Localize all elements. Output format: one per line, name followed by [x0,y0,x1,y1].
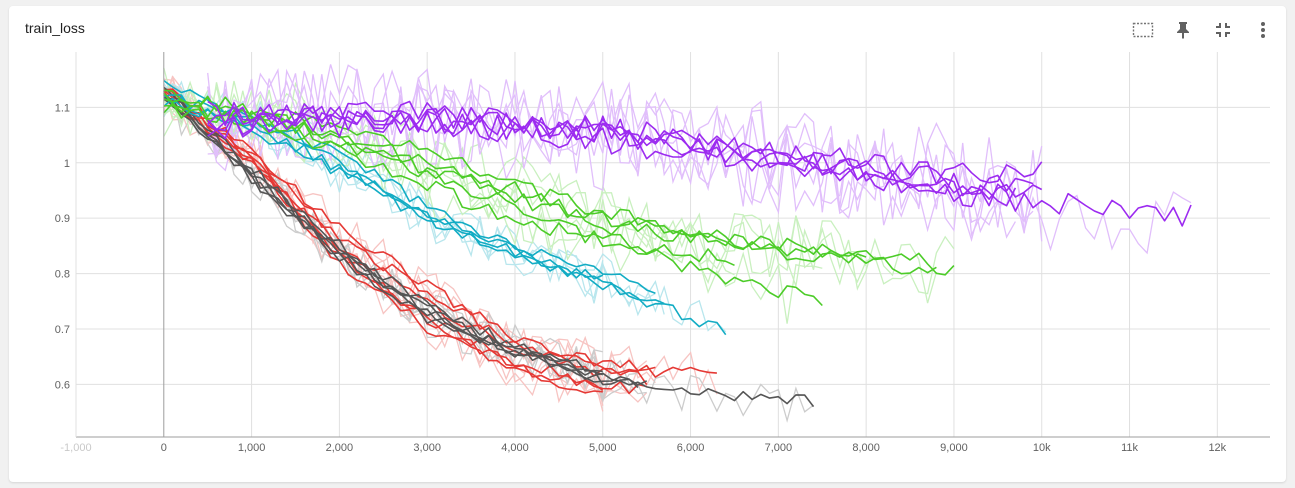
tick-labels: -1,000 0 1,000 2,000 3,000 4,000 5,000 6,000 7,0… [55,102,1227,454]
card-title: train_loss [25,20,85,36]
fullscreen-exit-icon[interactable] [1211,18,1235,42]
x-tick-label: 6,000 [677,442,705,454]
series-line [163,92,955,276]
x-tick-label: 4,000 [501,442,529,454]
series-raw-line [207,67,1016,239]
y-tick-label: 1 [64,158,70,170]
series-raw-line [163,75,656,384]
x-tick-label: 8,000 [852,442,880,454]
series-line [163,95,603,373]
series-raw-line [207,68,1034,222]
fit-domain-icon[interactable] [1131,18,1155,42]
series-line [207,100,1043,185]
x-tick-label: 9,000 [940,442,968,454]
x-tick-label: 1,000 [238,442,266,454]
x-tick-label: 2,000 [326,442,354,454]
y-tick-label: 0.7 [55,324,70,336]
series-raw-line [207,64,1043,224]
series-line [163,102,937,275]
series-raw-line [163,81,955,295]
x-tick-label: -1,000 [60,442,91,454]
x-tick-label: 5,000 [589,442,617,454]
y-tick-label: 0.8 [55,269,70,281]
smoothed-series-layer [163,79,1192,408]
pin-icon[interactable] [1171,18,1195,42]
x-tick-label: 0 [161,442,167,454]
y-tick-label: 0.6 [55,379,70,391]
series-line [207,105,1192,227]
more-vert-icon[interactable] [1251,18,1275,42]
series-line [163,89,735,267]
y-tick-label: 1.1 [55,102,70,114]
series-line [163,92,717,378]
x-tick-label: 10k [1033,442,1051,454]
series-raw-line [207,74,1043,242]
series-line [163,94,648,386]
axes [75,52,1270,438]
y-tick-label: 0.9 [55,213,70,225]
series-line [163,88,656,372]
x-tick-label: 7,000 [765,442,793,454]
x-tick-label: 12k [1208,442,1226,454]
series-line [163,98,604,376]
series-raw-line [207,68,1192,255]
series-line [163,97,656,294]
x-tick-label: 3,000 [413,442,441,454]
x-tick-label: 11k [1121,442,1138,454]
